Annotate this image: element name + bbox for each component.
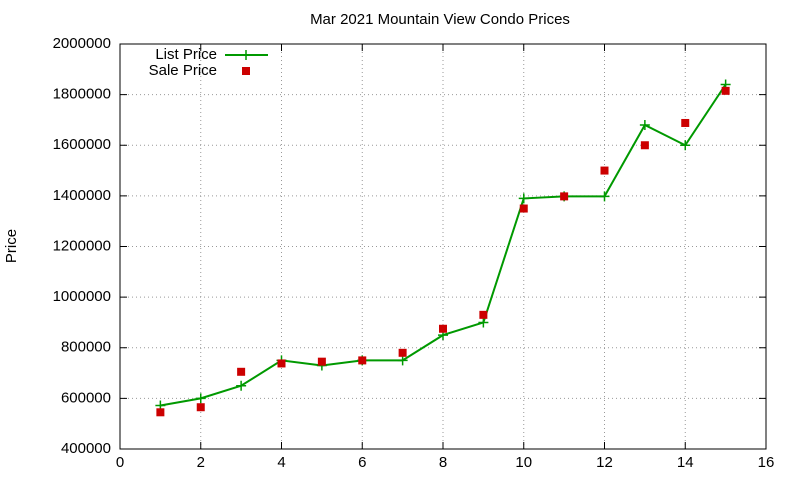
data-point (681, 118, 690, 127)
chart-title: Mar 2021 Mountain View Condo Prices (310, 11, 570, 28)
x-tick-label: 8 (439, 454, 447, 471)
data-point (680, 140, 691, 151)
x-tick-label: 0 (116, 454, 124, 471)
y-axis-label: Price (3, 229, 20, 263)
data-point (639, 120, 650, 130)
x-tick-label: 6 (358, 454, 366, 471)
data-point (640, 141, 649, 150)
data-point (195, 393, 206, 404)
data-point (358, 356, 367, 365)
data-point (600, 166, 609, 175)
x-tick-label: 2 (197, 454, 205, 471)
y-tick-label: 1800000 (53, 86, 111, 103)
y-tick-label: 1600000 (53, 136, 111, 153)
data-point (599, 191, 610, 202)
data-point (237, 367, 246, 376)
y-tick-label: 400000 (61, 440, 111, 457)
y-tick-label: 600000 (61, 389, 111, 406)
data-point (277, 359, 286, 368)
y-tick-label: 1000000 (53, 288, 111, 305)
plot-frame (119, 43, 767, 450)
data-point (519, 204, 528, 213)
data-point (156, 408, 165, 417)
x-tick-label: 12 (596, 454, 613, 471)
data-point (560, 192, 569, 201)
data-point (479, 310, 488, 319)
data-point (317, 357, 326, 366)
y-tick-label: 2000000 (53, 35, 111, 52)
data-point (236, 380, 247, 391)
legend-marker (241, 50, 251, 60)
y-tick-label: 800000 (61, 339, 111, 356)
data-point (397, 355, 408, 366)
y-tick-label: 1400000 (53, 187, 111, 204)
data-point (439, 324, 447, 333)
x-tick-label: 16 (758, 454, 775, 471)
x-tick-label: 4 (277, 454, 285, 471)
data-point (196, 403, 205, 412)
data-point (518, 193, 529, 204)
legend-marker (242, 67, 250, 75)
y-tick-label: 1200000 (53, 237, 111, 254)
data-point (721, 86, 730, 95)
legend-label: Sale Price (149, 62, 217, 79)
x-tick-label: 10 (515, 454, 532, 471)
data-point (478, 317, 489, 328)
data-point (398, 348, 407, 357)
x-tick-label: 14 (677, 454, 694, 471)
legend-label: List Price (155, 46, 217, 63)
